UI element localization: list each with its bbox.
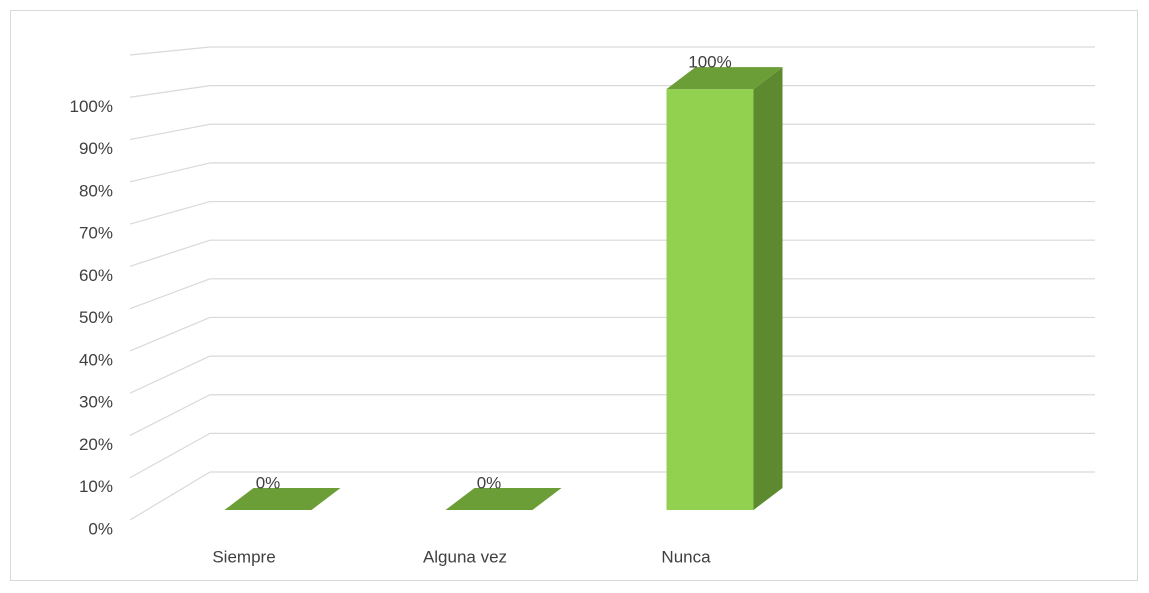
y-tick-label: 10% (79, 477, 113, 496)
y-tick-label: 60% (79, 266, 113, 285)
bar-front (666, 89, 754, 510)
grid-line (129, 162, 211, 183)
bar-side (753, 67, 783, 510)
grid-line (129, 200, 211, 225)
y-tick-label: 80% (79, 181, 113, 200)
bar (445, 488, 562, 510)
grid-line (129, 239, 211, 267)
data-label: 0% (477, 473, 502, 492)
grid-line (129, 46, 211, 56)
grid-line (129, 355, 211, 394)
y-tick-label: 70% (79, 224, 113, 243)
y-tick-label: 90% (79, 139, 113, 158)
chart-frame (10, 10, 1138, 581)
grid-line (129, 316, 211, 352)
data-label: 0% (256, 473, 281, 492)
y-tick-label: 20% (79, 435, 113, 454)
grid-line (129, 471, 211, 521)
x-tick-label: Nunca (661, 547, 711, 566)
grid-line (129, 278, 211, 310)
bar (224, 488, 341, 510)
y-tick-label: 40% (79, 350, 113, 369)
x-tick-label: Siempre (212, 547, 275, 566)
data-label: 100% (688, 53, 731, 72)
bar (666, 67, 783, 510)
y-tick-label: 0% (88, 519, 113, 538)
grid-line (129, 432, 211, 479)
grid-line (129, 123, 211, 141)
y-tick-label: 30% (79, 393, 113, 412)
grid-line (129, 85, 211, 98)
bar-top (224, 488, 341, 510)
y-tick-label: 100% (70, 97, 113, 116)
x-tick-label: Alguna vez (423, 547, 507, 566)
y-tick-label: 50% (79, 308, 113, 327)
grid-line (129, 394, 211, 436)
bar-top (666, 67, 783, 90)
bar-top (445, 488, 562, 510)
